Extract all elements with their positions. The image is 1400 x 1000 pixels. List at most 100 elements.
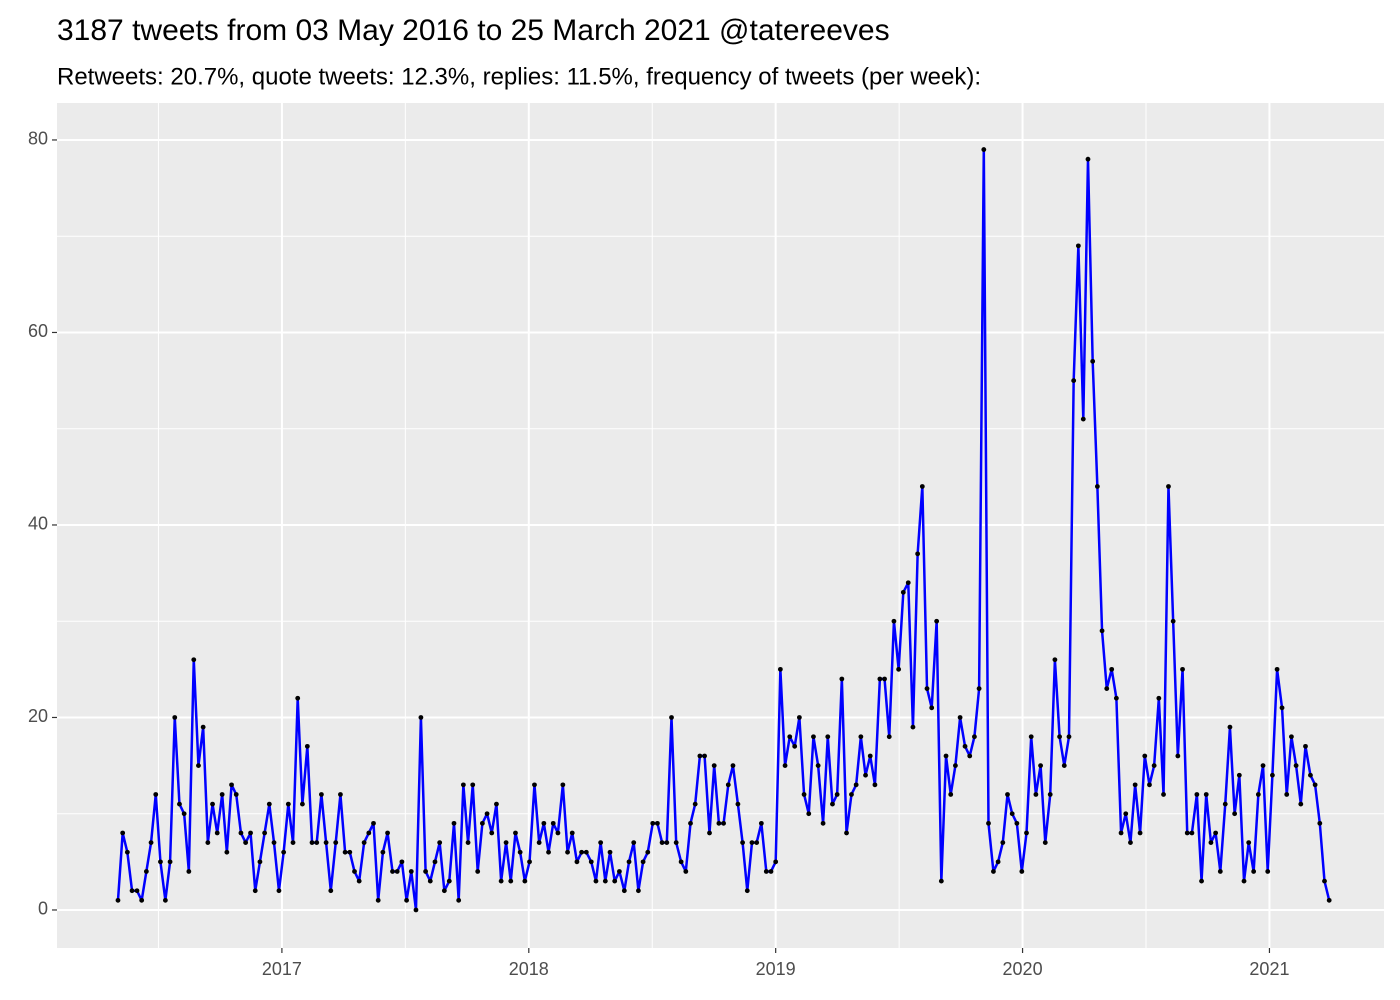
data-point <box>830 801 835 807</box>
data-point <box>484 811 490 817</box>
data-point <box>1175 753 1181 759</box>
data-point <box>248 830 253 836</box>
data-point <box>636 888 641 894</box>
y-tick-label: 20 <box>28 706 48 726</box>
data-point <box>1038 763 1043 769</box>
data-point <box>276 888 282 894</box>
data-point <box>1033 792 1039 797</box>
data-point <box>1109 666 1115 672</box>
data-point <box>849 792 854 797</box>
data-point <box>1156 695 1162 701</box>
data-point <box>460 782 466 788</box>
data-point <box>815 763 821 769</box>
data-point <box>465 840 471 846</box>
data-point <box>877 676 883 682</box>
data-point <box>1166 484 1171 489</box>
data-point <box>773 859 779 865</box>
data-point <box>1227 724 1233 730</box>
data-point <box>205 840 211 846</box>
data-point <box>1260 763 1266 769</box>
data-point <box>867 753 873 759</box>
data-point <box>697 753 703 759</box>
data-point <box>948 792 954 797</box>
data-point <box>1298 801 1304 807</box>
data-point <box>1317 820 1323 826</box>
data-point <box>120 830 126 836</box>
data-point <box>655 820 660 826</box>
data-point <box>811 734 816 740</box>
data-point <box>366 830 372 836</box>
data-point <box>1118 830 1124 836</box>
data-point <box>1308 772 1313 778</box>
data-point <box>342 849 348 855</box>
data-point <box>943 753 949 759</box>
data-point <box>981 147 987 152</box>
data-point <box>588 859 594 865</box>
data-point <box>513 830 518 836</box>
data-point <box>404 897 409 903</box>
data-point <box>858 734 864 740</box>
data-point <box>1236 772 1242 778</box>
data-point <box>995 859 1001 865</box>
data-point <box>659 840 665 846</box>
data-point <box>991 869 996 874</box>
data-point <box>1090 358 1096 364</box>
data-point <box>602 878 608 884</box>
data-point <box>352 869 357 874</box>
data-point <box>1189 830 1195 836</box>
data-point <box>153 792 159 797</box>
data-point <box>768 869 774 874</box>
data-point <box>910 724 916 730</box>
data-point <box>962 743 968 749</box>
data-point <box>1194 792 1200 797</box>
data-point <box>304 743 310 749</box>
data-point <box>1085 156 1091 162</box>
data-point <box>1094 484 1100 489</box>
data-point <box>1251 869 1257 874</box>
data-point <box>196 763 201 769</box>
data-point <box>801 792 807 797</box>
data-point <box>896 666 902 672</box>
data-point <box>290 840 296 846</box>
data-point <box>1279 705 1285 711</box>
data-point <box>1052 657 1058 663</box>
data-point <box>872 782 878 788</box>
data-point <box>1289 734 1294 740</box>
data-point <box>356 878 362 884</box>
data-point <box>219 792 225 797</box>
data-point <box>494 801 499 807</box>
data-point <box>1180 666 1185 672</box>
data-point <box>281 849 287 855</box>
data-point <box>1232 811 1238 817</box>
data-point <box>976 686 982 691</box>
data-point <box>839 676 845 682</box>
data-point <box>626 859 632 865</box>
data-point <box>1170 618 1176 624</box>
data-point <box>565 849 570 855</box>
data-point <box>1184 830 1190 836</box>
data-point <box>1142 753 1148 759</box>
data-point <box>441 888 447 894</box>
data-point <box>1071 378 1077 383</box>
data-point <box>451 820 457 826</box>
data-point <box>522 878 528 884</box>
chart-title: 3187 tweets from 03 May 2016 to 25 March… <box>57 14 890 47</box>
data-point <box>825 734 831 740</box>
data-point <box>437 840 443 846</box>
data-point <box>1061 763 1067 769</box>
data-point <box>177 801 182 807</box>
data-point <box>266 801 272 807</box>
data-point <box>361 840 367 846</box>
data-point <box>1099 628 1105 634</box>
data-point <box>1203 792 1209 797</box>
data-point <box>295 695 301 701</box>
data-point <box>953 763 958 769</box>
data-point <box>593 878 599 884</box>
data-point <box>740 840 745 846</box>
data-point <box>1080 416 1086 422</box>
data-point <box>233 792 239 797</box>
data-point <box>1057 734 1062 740</box>
data-point <box>527 859 532 865</box>
data-point <box>243 840 249 846</box>
x-tick-label: 2017 <box>262 959 302 979</box>
